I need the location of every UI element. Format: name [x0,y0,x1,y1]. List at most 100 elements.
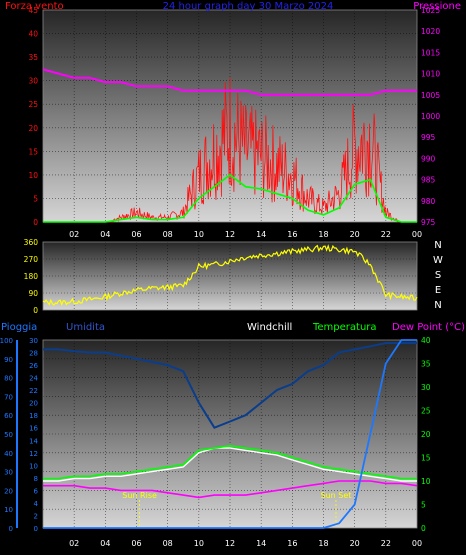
rain-y-tick: 60 [4,412,13,420]
x-tick-label: 12 [225,539,235,548]
x-tick-label: 20 [350,539,360,548]
wind-y-tick: 40 [28,30,38,39]
x-tick-label: 20 [350,230,360,239]
humidity-y-tick: 6 [34,487,39,495]
compass-label: N [434,240,441,251]
temperature-y-tick: 20 [421,430,431,439]
direction-y-tick: 90 [28,289,38,298]
pressure-y-tick: 1005 [421,91,440,100]
direction-y-tick: 270 [24,255,39,264]
humidity-y-tick: 26 [29,362,38,370]
x-tick-label: 04 [100,539,110,548]
compass-label: E [435,285,441,296]
x-tick-label: 10 [194,539,204,548]
x-tick-label: 08 [163,230,173,239]
humidity-y-tick: 4 [34,500,39,508]
pressure-y-tick: 1015 [421,48,440,57]
compass-label: N [434,300,441,311]
humidity-y-tick: 20 [29,400,38,408]
rain-y-tick: 90 [4,356,13,364]
rain-y-tick: 80 [4,375,13,383]
humidity-y-tick: 22 [29,387,38,395]
temperature-y-tick: 15 [421,454,431,463]
rain-y-tick: 20 [4,487,13,495]
pressure-y-tick: 985 [421,176,436,185]
wind-y-tick: 20 [28,124,38,133]
direction-y-tick: 180 [24,272,39,281]
humidity-line [43,342,417,429]
temperature-y-tick: 5 [421,501,426,510]
x-tick-label: 16 [287,230,297,239]
wind-y-tick: 30 [28,77,38,86]
panel-frame [42,9,418,223]
rain-y-tick: 70 [4,393,13,401]
humidity-y-tick: 28 [29,350,38,358]
x-tick-label: 00 [412,230,422,239]
humidity-y-tick: 0 [34,525,38,533]
panel-frame [42,241,418,311]
rain-y-tick: 40 [4,450,13,458]
humidity-y-tick: 12 [29,450,38,458]
windchill-line [43,447,417,482]
x-tick-label: 22 [381,230,391,239]
humidity-y-tick: 14 [29,437,38,445]
humidity-y-tick: 10 [29,462,38,470]
rain-y-tick: 30 [4,469,13,477]
dewpoint-line [43,480,418,499]
temperature-axis-title: Temperatura [312,322,377,333]
wind-axis-title: Forza vento [5,1,64,12]
wind-average-line [43,173,417,223]
direction-y-tick: 0 [33,306,38,315]
rain-line [43,339,417,529]
x-tick-label: 10 [194,230,204,239]
pressure-y-tick: 1025 [421,6,440,15]
pressure-line [42,68,417,96]
x-tick-label: 14 [256,230,266,239]
wind-y-tick: 45 [28,6,38,15]
pressure-y-tick: 1000 [421,112,440,121]
chart-title: 24 hour graph day 30 Marzo 2024 [163,1,334,12]
temperature-y-tick: 30 [421,383,431,392]
humidity-axis-title: Umidita [66,322,105,333]
x-tick-label: 06 [131,230,141,239]
pressure-y-tick: 990 [421,154,436,163]
wind-y-tick: 25 [28,100,38,109]
pressure-y-tick: 995 [421,133,436,142]
dewpoint-axis-title: Dew Point (°C) [392,322,465,333]
wind-y-tick: 35 [28,53,38,62]
pressure-y-tick: 1010 [421,70,440,79]
x-tick-label: 14 [256,539,266,548]
x-tick-label: 08 [163,539,173,548]
wind-y-tick: 15 [28,147,38,156]
humidity-y-tick: 24 [29,375,38,383]
x-tick-label: 02 [69,539,79,548]
wind-y-tick: 5 [33,194,38,203]
sunrise-label: Sun Rise [122,491,157,500]
humidity-y-tick: 2 [34,512,38,520]
rain-y-tick: 50 [4,431,13,439]
humidity-y-tick: 30 [29,337,38,345]
humidity-y-tick: 16 [29,425,38,433]
wind-direction-line [42,244,418,307]
pressure-y-tick: 1020 [421,27,440,36]
rain-y-tick: 10 [4,506,13,514]
x-tick-label: 16 [287,539,297,548]
x-tick-label: 22 [381,539,391,548]
direction-y-tick: 360 [24,238,39,247]
rain-axis-title: Pioggia [1,322,37,333]
x-tick-label: 12 [225,230,235,239]
temperature-y-tick: 0 [421,524,426,533]
pressure-axis-title: Pressione [413,1,461,12]
temperature-y-tick: 40 [421,336,431,345]
temperature-y-tick: 25 [421,407,431,416]
pressure-y-tick: 975 [421,218,436,227]
sunset-label: Sun Set [321,491,352,500]
x-tick-label: 02 [69,230,79,239]
rain-y-tick: 100 [0,337,13,345]
pressure-y-tick: 980 [421,197,436,206]
temperature-y-tick: 35 [421,360,431,369]
temperature-line [43,444,417,480]
wind-y-tick: 10 [28,171,38,180]
x-tick-label: 18 [318,539,328,548]
